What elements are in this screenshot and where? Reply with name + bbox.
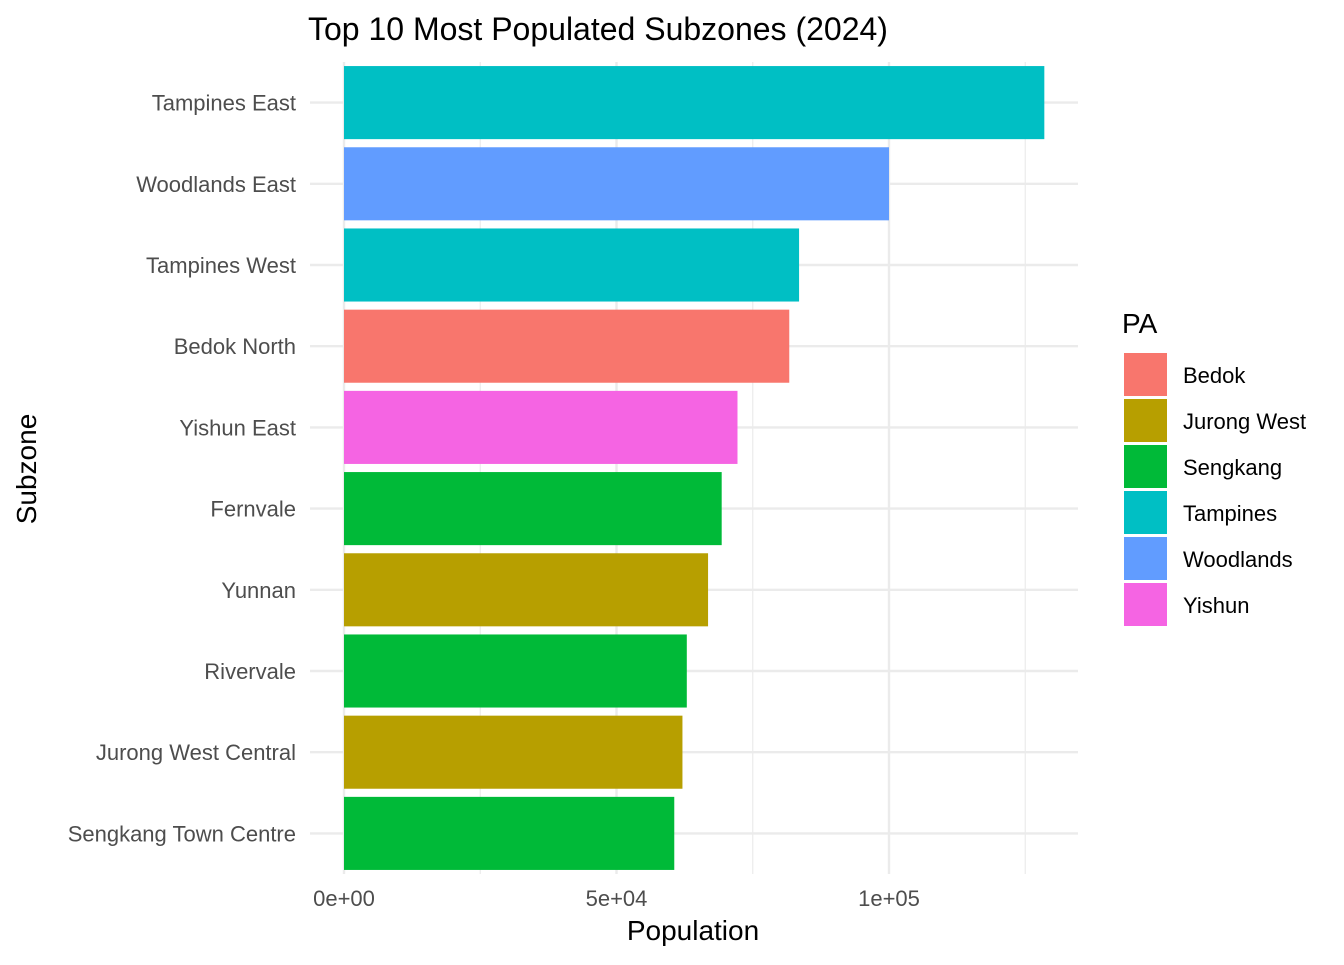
bar-jurong-west-central [344, 715, 683, 789]
legend-title: PA [1122, 308, 1158, 339]
y-tick-label: Woodlands East [136, 172, 296, 197]
bar-bedok-north [344, 309, 790, 383]
y-tick-label: Yunnan [221, 578, 296, 603]
y-tick-label: Jurong West Central [96, 740, 296, 765]
x-tick-label: 0e+00 [313, 886, 375, 911]
bar-yunnan [344, 553, 709, 627]
x-axis-title: Population [627, 915, 759, 946]
y-tick-label: Yishun East [179, 415, 296, 440]
legend-key [1124, 583, 1167, 626]
legend-key [1124, 445, 1167, 488]
bar-rivervale [344, 634, 687, 708]
bar-woodlands-east [344, 147, 889, 221]
x-tick-label: 1e+05 [858, 886, 920, 911]
y-axis-title: Subzone [11, 414, 42, 525]
legend-key [1124, 399, 1167, 442]
x-tick-label: 5e+04 [586, 886, 648, 911]
y-tick-label: Tampines West [146, 253, 296, 278]
legend-key [1124, 491, 1167, 534]
y-axis-tick-labels: Tampines East Woodlands East Tampines West… [68, 91, 296, 847]
y-tick-label: Sengkang Town Centre [68, 821, 296, 846]
bar-yishun-east [344, 390, 738, 464]
legend-key [1124, 353, 1167, 396]
bars [344, 66, 1045, 870]
bar-sengkang-town-centre [344, 796, 675, 870]
legend-label: Yishun [1183, 593, 1249, 618]
bar-tampines-east [344, 66, 1045, 140]
y-tick-label: Bedok North [174, 334, 296, 359]
legend-label: Bedok [1183, 363, 1246, 388]
legend: PA Bedok Jurong West Sengkang Tampines Woodl… [1122, 308, 1306, 626]
y-tick-label: Fernvale [210, 497, 296, 522]
x-axis-tick-labels: 0e+00 5e+04 1e+05 [313, 886, 920, 911]
bar-tampines-west [344, 228, 800, 302]
legend-label: Tampines [1183, 501, 1277, 526]
legend-key [1124, 537, 1167, 580]
legend-label: Jurong West [1183, 409, 1306, 434]
bar-fernvale [344, 472, 722, 546]
legend-label: Sengkang [1183, 455, 1282, 480]
legend-label: Woodlands [1183, 547, 1293, 572]
chart-title: Top 10 Most Populated Subzones (2024) [308, 11, 888, 47]
y-tick-label: Rivervale [204, 659, 296, 684]
y-tick-label: Tampines East [152, 91, 296, 116]
